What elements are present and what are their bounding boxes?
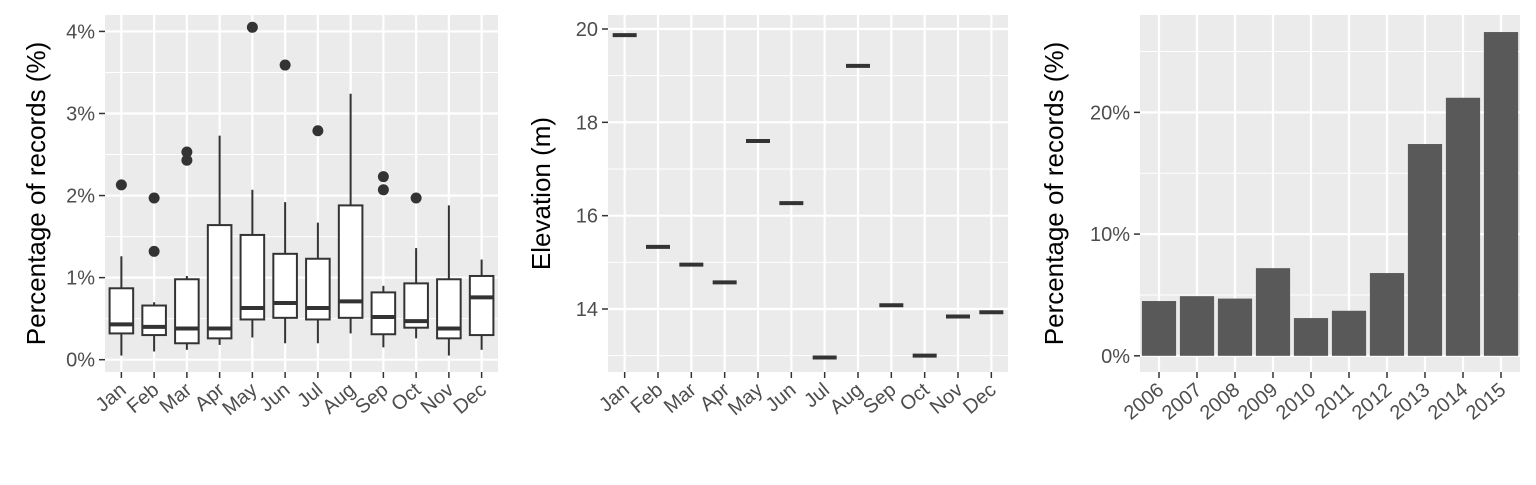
y-tick-label: 1%	[66, 268, 95, 290]
y-tick-label: 3%	[66, 103, 95, 125]
y-axis-title: Elevation (m)	[526, 117, 556, 270]
y-tick-label: 0%	[66, 350, 95, 372]
box-Feb	[141, 192, 167, 352]
box-Jul	[305, 125, 331, 344]
box-body	[370, 291, 397, 336]
x-tick-label: Oct	[896, 379, 934, 416]
x-tick-label: 2012	[1348, 379, 1396, 424]
box-outlier-point	[279, 59, 291, 71]
bar-2008	[1217, 298, 1253, 356]
bar-2009	[1255, 268, 1291, 356]
plot-background	[608, 15, 1008, 372]
bar-2013	[1407, 144, 1443, 356]
box-outlier-point	[115, 179, 127, 191]
box-Apr	[206, 135, 233, 345]
x-tick-label: 2008	[1196, 379, 1244, 424]
y-tick-label: 16	[576, 206, 598, 228]
box-body	[239, 233, 266, 321]
box-body	[108, 287, 135, 335]
y-tick-label: 4%	[66, 21, 95, 43]
bar-2014	[1445, 97, 1481, 356]
y-axis-title: Percentage of records (%)	[1039, 42, 1069, 345]
box-outlier-point	[410, 192, 422, 204]
y-tick-label: 2%	[66, 186, 95, 208]
bar-2015	[1483, 32, 1519, 356]
box-body	[337, 204, 364, 319]
y-tick-label: 14	[576, 299, 598, 321]
box-body	[141, 304, 167, 337]
x-tick-label: Jun	[255, 379, 294, 417]
x-tick-label: Jan	[92, 379, 131, 417]
y-tick-label: 18	[576, 112, 598, 134]
box-Dec	[468, 259, 495, 350]
box-outlier-point	[377, 184, 389, 196]
x-tick-label: Sep	[859, 379, 900, 419]
box-outlier-point	[181, 146, 193, 158]
plot-background	[105, 15, 498, 372]
panel-3: 0% 10% 20% 20062007200820092010201120122013…	[1039, 15, 1520, 424]
box-outlier-point	[312, 125, 324, 137]
box-outlier-point	[377, 171, 389, 183]
x-tick-label: 2015	[1462, 379, 1510, 424]
box-outlier-point	[148, 192, 160, 204]
bar-2012	[1369, 273, 1405, 356]
bar-2007	[1179, 296, 1215, 356]
x-tick-label: 2011	[1311, 379, 1358, 424]
box-Nov	[436, 205, 462, 356]
box-May	[239, 21, 266, 338]
x-tick-label: 2013	[1386, 379, 1434, 424]
x-tick-label: Oct	[387, 379, 425, 416]
x-tick-label: 2014	[1424, 379, 1472, 424]
bar-2006	[1141, 301, 1177, 356]
box-Jun	[272, 59, 298, 344]
y-tick-label: 20	[576, 19, 598, 41]
bar-2011	[1331, 310, 1367, 356]
box-Aug	[337, 93, 364, 334]
box-body	[403, 282, 429, 329]
x-tick-label: Apr	[696, 379, 734, 416]
box-Jan	[108, 179, 135, 356]
x-tick-label: 2010	[1272, 379, 1320, 424]
y-axis-title: Percentage of records (%)	[21, 42, 51, 345]
y-tick-label: 20%	[1090, 102, 1130, 124]
x-tick-label: Jul	[800, 379, 834, 412]
box-body	[468, 274, 495, 337]
box-body	[206, 224, 233, 340]
x-tick-label: Dec	[959, 379, 1000, 419]
box-body	[305, 257, 331, 321]
box-body	[272, 252, 298, 319]
x-tick-label: Jun	[762, 379, 801, 417]
box-outlier-point	[181, 154, 193, 166]
y-tick-label: 10%	[1090, 224, 1130, 246]
box-outlier-point	[148, 245, 160, 257]
x-tick-label: Nov	[926, 379, 967, 419]
x-tick-label: Dec	[449, 379, 490, 419]
box-Oct	[403, 192, 429, 339]
y-tick-label: 0%	[1101, 346, 1130, 368]
x-tick-label: Feb	[627, 379, 668, 418]
box-body	[436, 278, 462, 340]
box-Sep	[370, 171, 397, 348]
x-tick-label: Jan	[595, 379, 634, 417]
box-Mar	[174, 146, 200, 350]
box-outlier-point	[246, 21, 258, 33]
x-tick-label: Aug	[826, 379, 867, 419]
box-body	[174, 278, 200, 345]
bar-2010	[1293, 318, 1329, 356]
x-tick-label: 2006	[1120, 379, 1168, 424]
x-tick-label: 2009	[1234, 379, 1282, 424]
x-tick-label: Mar	[660, 379, 701, 418]
x-tick-label: 2007	[1158, 379, 1206, 424]
